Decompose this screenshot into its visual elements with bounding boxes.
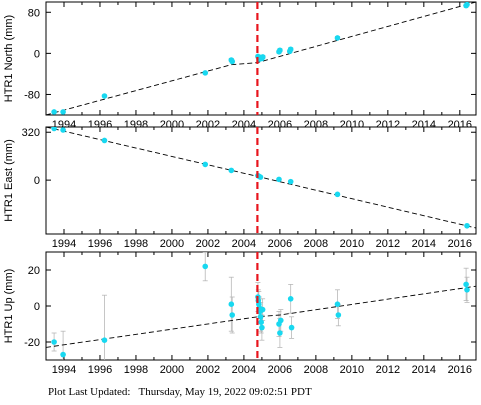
x-tick-label-up: 2004 <box>232 364 256 376</box>
y-tick-label-east: 320 <box>22 127 40 139</box>
data-point-up <box>463 281 469 288</box>
y-tick-label-up: -20 <box>24 337 40 349</box>
x-tick-label-east: 1998 <box>124 238 148 250</box>
data-point-up <box>334 301 341 308</box>
panel-east: 1994 1996 1998 2000 2002 2004 2006 2008 2010 2012… <box>3 126 477 250</box>
data-point-up <box>277 317 284 324</box>
data-point-east <box>257 174 264 180</box>
x-tick-label-east: 2012 <box>376 238 400 250</box>
x-tick-label-east: 2006 <box>268 238 292 250</box>
data-point-up <box>464 287 470 293</box>
x-tick-label-east: 2010 <box>340 238 364 250</box>
data-point-east <box>276 176 282 183</box>
data-point-north <box>51 109 57 115</box>
x-tick-label-up: 2000 <box>160 364 184 376</box>
data-point-north <box>229 58 236 65</box>
y-axis-label-east: HTR1 East (mm) <box>3 139 15 222</box>
data-point-up <box>229 312 236 318</box>
data-point-up <box>277 330 283 336</box>
data-point-north <box>287 46 294 53</box>
data-point-north <box>60 109 66 115</box>
y-tick-label-north: 0 <box>34 48 40 60</box>
data-point-up <box>259 324 265 331</box>
x-tick-label-up: 2014 <box>412 364 436 376</box>
y-tick-label-north: -80 <box>24 89 40 101</box>
x-tick-label-up: 1994 <box>52 364 76 376</box>
data-point-up <box>288 324 295 331</box>
data-point-east <box>202 161 209 168</box>
data-point-north <box>101 93 108 99</box>
data-layer-north <box>46 2 476 115</box>
x-tick-label-up: 1998 <box>124 364 148 376</box>
data-point-up <box>259 306 266 313</box>
y-axis-label-north: HTR1 North (mm) <box>3 15 15 102</box>
x-tick-label-up: 2002 <box>196 364 220 376</box>
y-tick-label-north: 80 <box>28 7 40 19</box>
data-point-up <box>257 314 264 320</box>
data-point-north <box>464 2 470 8</box>
data-point-up <box>335 312 342 318</box>
data-point-up <box>60 351 66 358</box>
x-tick-label-east: 1996 <box>88 238 112 250</box>
x-tick-label-up: 2010 <box>340 364 364 376</box>
data-point-north <box>334 35 341 41</box>
data-point-north <box>202 70 209 76</box>
data-point-east <box>51 127 57 132</box>
data-point-east <box>101 137 108 144</box>
x-tick-label-up: 2012 <box>376 364 400 376</box>
y-axis-label-up: HTR1 Up (mm) <box>3 269 15 344</box>
data-point-east <box>228 167 235 174</box>
data-point-east <box>334 191 341 198</box>
x-tick-label-up: 2016 <box>448 364 472 376</box>
trend-line-up <box>46 285 476 348</box>
x-tick-label-east: 2016 <box>448 238 472 250</box>
data-point-east <box>464 222 470 229</box>
data-point-up <box>202 263 209 270</box>
data-point-up <box>101 337 108 344</box>
x-tick-label-east: 2004 <box>232 238 256 250</box>
data-point-up <box>228 301 235 308</box>
x-tick-label-east: 2008 <box>304 238 328 250</box>
x-tick-label-east: 2014 <box>412 238 436 250</box>
data-point-up <box>287 296 294 302</box>
x-tick-label-up: 1996 <box>88 364 112 376</box>
data-point-up <box>258 319 264 326</box>
x-tick-label-east: 2000 <box>160 238 184 250</box>
data-point-north <box>259 54 266 60</box>
y-tick-label-up: 0 <box>34 301 40 313</box>
y-tick-label-up: 20 <box>28 265 40 277</box>
data-point-up <box>51 339 57 345</box>
x-tick-label-east: 1994 <box>52 238 76 250</box>
plot-updated-footer: Plot Last Updated: Thursday, May 19, 202… <box>48 386 312 398</box>
x-tick-label-up: 2006 <box>268 364 292 376</box>
x-tick-label-east: 2002 <box>196 238 220 250</box>
data-point-north <box>277 47 283 54</box>
panel-north: 1994 1996 1998 2000 2002 2004 2006 2008 2010 2012… <box>3 1 477 131</box>
y-tick-label-east: 0 <box>34 175 40 187</box>
data-point-east <box>287 178 294 185</box>
trend-line-north <box>46 2 476 115</box>
panel-east-frame <box>45 126 477 235</box>
panel-up: 1994 1996 1998 2000 2002 2004 2006 2008 2010 2012… <box>3 251 477 376</box>
x-tick-label-up: 2008 <box>304 364 328 376</box>
data-point-east <box>60 127 66 133</box>
